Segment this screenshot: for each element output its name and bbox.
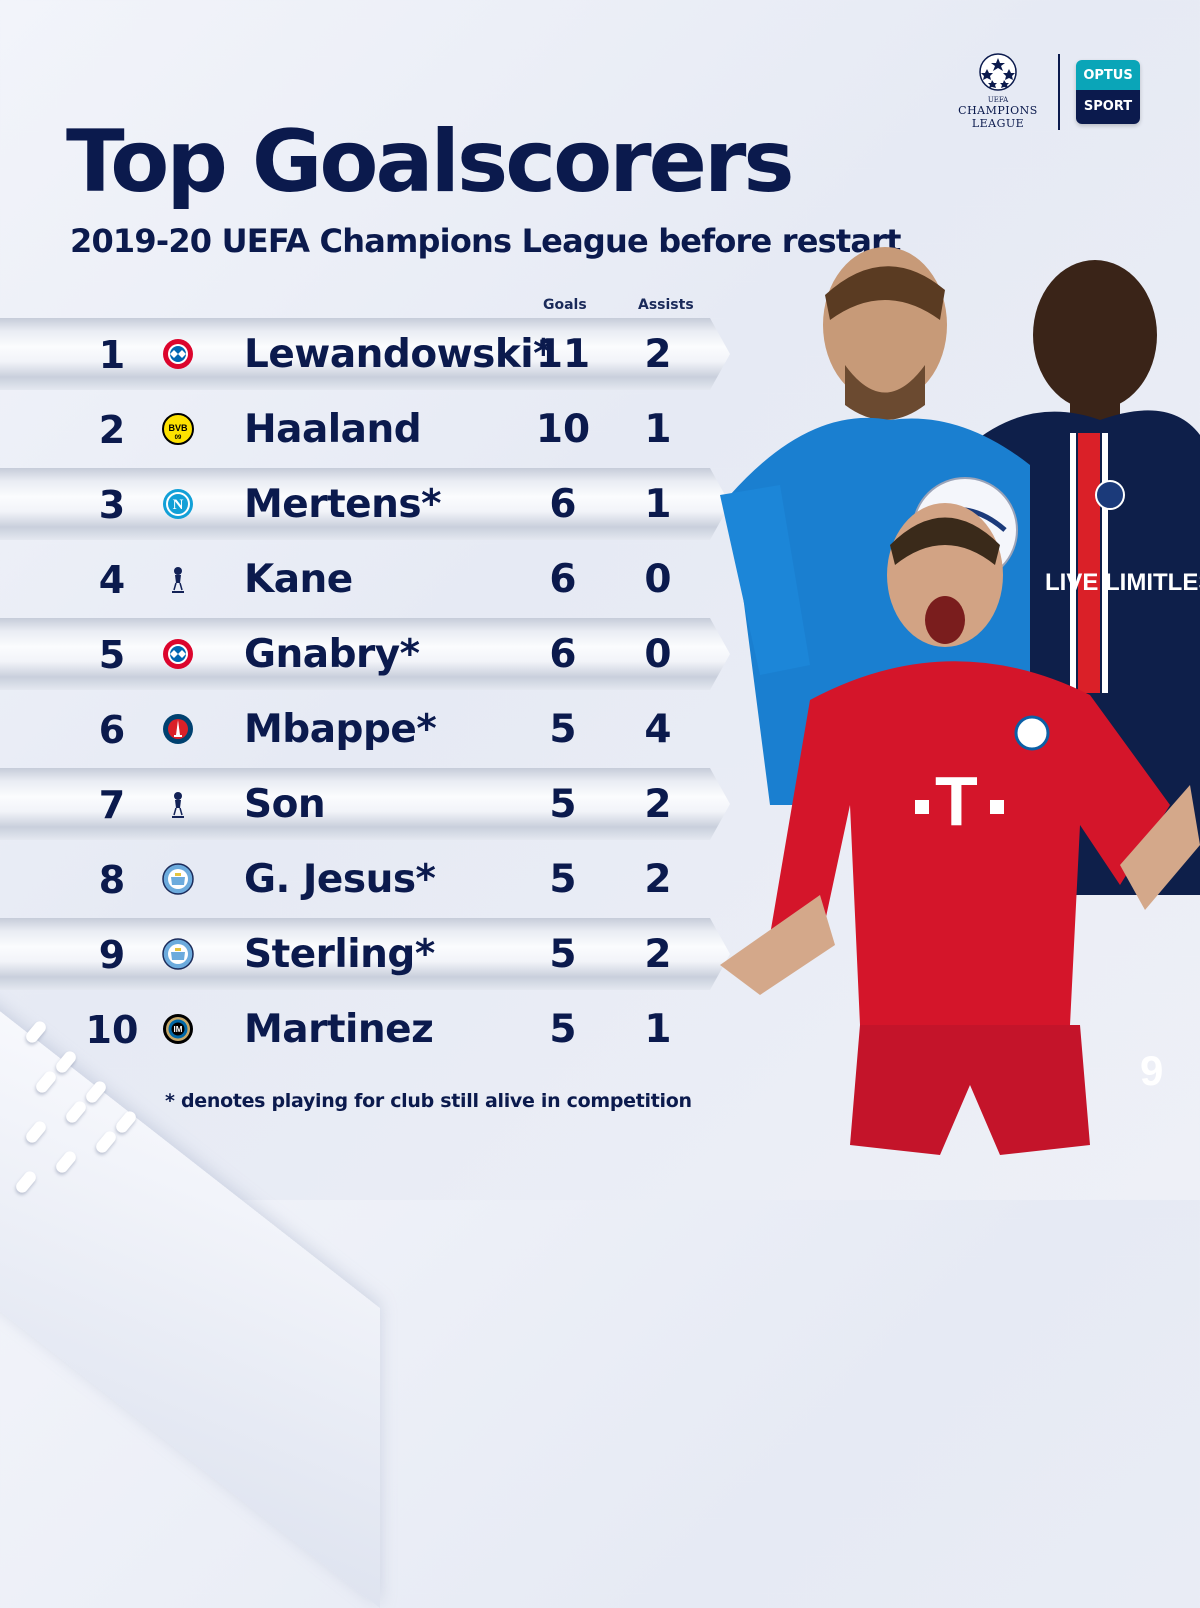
decorative-dot	[93, 1128, 119, 1156]
decorative-dot	[23, 1118, 49, 1146]
page-title: Top Goalscorers	[66, 112, 795, 212]
ucl-uefa-text: UEFA	[987, 96, 1009, 104]
svg-text:9: 9	[1140, 1047, 1163, 1094]
table-row: 9 Sterling* 5 2	[0, 918, 730, 990]
decorative-dot	[53, 1148, 79, 1176]
svg-text:IM: IM	[174, 1025, 183, 1034]
table-row: 2 BVB 09 Haaland 10 1	[0, 393, 730, 465]
bayern-crest-icon	[162, 338, 194, 370]
assists-value: 4	[644, 707, 672, 752]
decorative-dot	[63, 1098, 89, 1126]
decorative-dot	[33, 1068, 59, 1096]
assists-value: 1	[644, 1007, 672, 1052]
player-name: Martinez	[244, 1007, 434, 1052]
page-subtitle: 2019-20 UEFA Champions League before res…	[70, 222, 901, 260]
goals-value: 5	[549, 857, 577, 902]
svg-text:LIVE LIMITLESS: LIVE LIMITLESS	[1045, 569, 1200, 596]
assists-value: 2	[644, 932, 672, 977]
optus-sport-logo: OPTUS SPORT	[1076, 60, 1140, 124]
goals-value: 5	[549, 707, 577, 752]
psg-crest-icon	[162, 713, 194, 745]
goals-value: 5	[549, 782, 577, 827]
starball-icon	[979, 53, 1017, 91]
rank-number: 1	[98, 333, 126, 377]
rank-number: 5	[98, 633, 126, 677]
assists-value: 0	[644, 557, 672, 602]
decorative-dot	[83, 1078, 109, 1106]
assists-value: 2	[644, 782, 672, 827]
table-row: 7 Son 5 2	[0, 768, 730, 840]
table-row: 1 Lewandowski* 11 2	[0, 318, 730, 390]
goals-column-header: Goals	[543, 297, 587, 313]
assists-value: 2	[644, 332, 672, 377]
player-name: Kane	[244, 557, 353, 602]
player-name: Haaland	[244, 407, 422, 452]
ucl-champions-text: CHAMPIONS	[958, 104, 1038, 117]
player-name: Mertens*	[244, 482, 441, 527]
rank-number: 6	[98, 708, 126, 752]
player-name: Son	[244, 782, 326, 827]
bayern-crest-icon	[162, 638, 194, 670]
decorative-dot	[113, 1108, 139, 1136]
players-photo: LIVE LIMITLESS T 9	[720, 247, 1200, 1155]
table-row: 5 Gnabry* 6 0	[0, 618, 730, 690]
table-row: 8 G. Jesus* 5 2	[0, 843, 730, 915]
rank-number: 4	[98, 558, 126, 602]
rank-number: 8	[98, 858, 126, 902]
lewandowski-figure: T 9	[720, 503, 1200, 1155]
player-name: G. Jesus*	[244, 857, 436, 902]
player-name: Sterling*	[244, 932, 435, 977]
rank-number: 3	[98, 483, 126, 527]
goals-value: 5	[549, 932, 577, 977]
player-name: Gnabry*	[244, 632, 420, 677]
tottenham-crest-icon	[162, 788, 194, 820]
tottenham-crest-icon	[162, 563, 194, 595]
svg-text:09: 09	[175, 435, 182, 441]
svg-text:BVB: BVB	[168, 423, 188, 433]
napoli-crest-icon: N	[162, 488, 194, 520]
player-name: Lewandowski*	[244, 332, 554, 377]
table-row: 3 N Mertens* 6 1	[0, 468, 730, 540]
rank-number: 7	[98, 783, 126, 827]
sport-text: SPORT	[1076, 90, 1140, 124]
table-row: 10 IM Martinez 5 1	[0, 993, 730, 1065]
dortmund-crest-icon: BVB 09	[162, 413, 194, 445]
goals-value: 6	[549, 557, 577, 602]
assists-value: 1	[644, 482, 672, 527]
svg-text:N: N	[173, 497, 184, 513]
table-row: 4 Kane 6 0	[0, 543, 730, 615]
goals-value: 5	[549, 1007, 577, 1052]
mancity-crest-icon	[162, 863, 194, 895]
inter-crest-icon: IM	[162, 1013, 194, 1045]
table-row: 6 Mbappe* 5 4	[0, 693, 730, 765]
footnote: * denotes playing for club still alive i…	[165, 1090, 692, 1112]
rank-number: 9	[98, 933, 126, 977]
optus-text: OPTUS	[1076, 60, 1140, 90]
goals-value: 11	[535, 332, 591, 377]
champions-league-logo: UEFA CHAMPIONS LEAGUE	[952, 52, 1044, 130]
svg-text:T: T	[935, 762, 978, 840]
logo-divider	[1058, 54, 1060, 130]
ucl-league-text: LEAGUE	[971, 117, 1025, 130]
assists-column-header: Assists	[638, 297, 694, 313]
rank-number: 10	[85, 1008, 139, 1052]
player-name: Mbappe*	[244, 707, 437, 752]
assists-value: 1	[644, 407, 672, 452]
assists-value: 2	[644, 857, 672, 902]
goals-value: 6	[549, 632, 577, 677]
rank-number: 2	[98, 408, 126, 452]
goals-value: 10	[535, 407, 591, 452]
mancity-crest-icon	[162, 938, 194, 970]
assists-value: 0	[644, 632, 672, 677]
goals-value: 6	[549, 482, 577, 527]
